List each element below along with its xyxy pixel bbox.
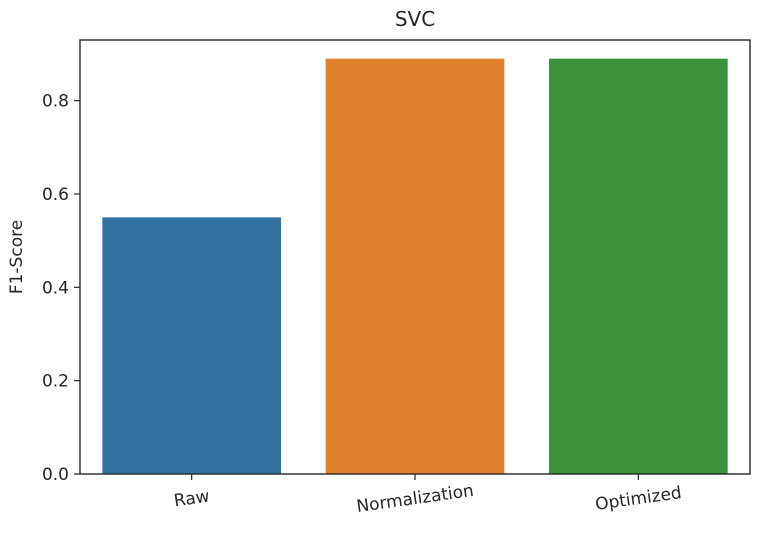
bar-normalization bbox=[325, 58, 505, 475]
y-axis-label: F1-Score bbox=[7, 220, 27, 294]
y-axis-ticks: 0.0 0.2 0.4 0.6 0.8 bbox=[42, 92, 80, 485]
y-tick-label: 0.0 bbox=[42, 465, 69, 485]
y-tick-label: 0.2 bbox=[42, 372, 69, 392]
y-tick-label: 0.6 bbox=[42, 185, 69, 205]
bar-raw bbox=[102, 217, 281, 474]
bars-layer bbox=[102, 58, 728, 475]
y-tick-label: 0.8 bbox=[42, 92, 69, 112]
plot-frame bbox=[79, 39, 751, 475]
x-axis-ticks: Raw Normalization Optimized bbox=[173, 474, 683, 517]
x-tick-label-optimized: Optimized bbox=[594, 483, 683, 515]
x-tick-label-normalization: Normalization bbox=[355, 481, 475, 517]
chart-title: SVC bbox=[395, 7, 435, 31]
x-tick-label-raw: Raw bbox=[173, 487, 211, 512]
y-tick-label: 0.4 bbox=[42, 278, 69, 298]
bar-optimized bbox=[549, 58, 728, 475]
